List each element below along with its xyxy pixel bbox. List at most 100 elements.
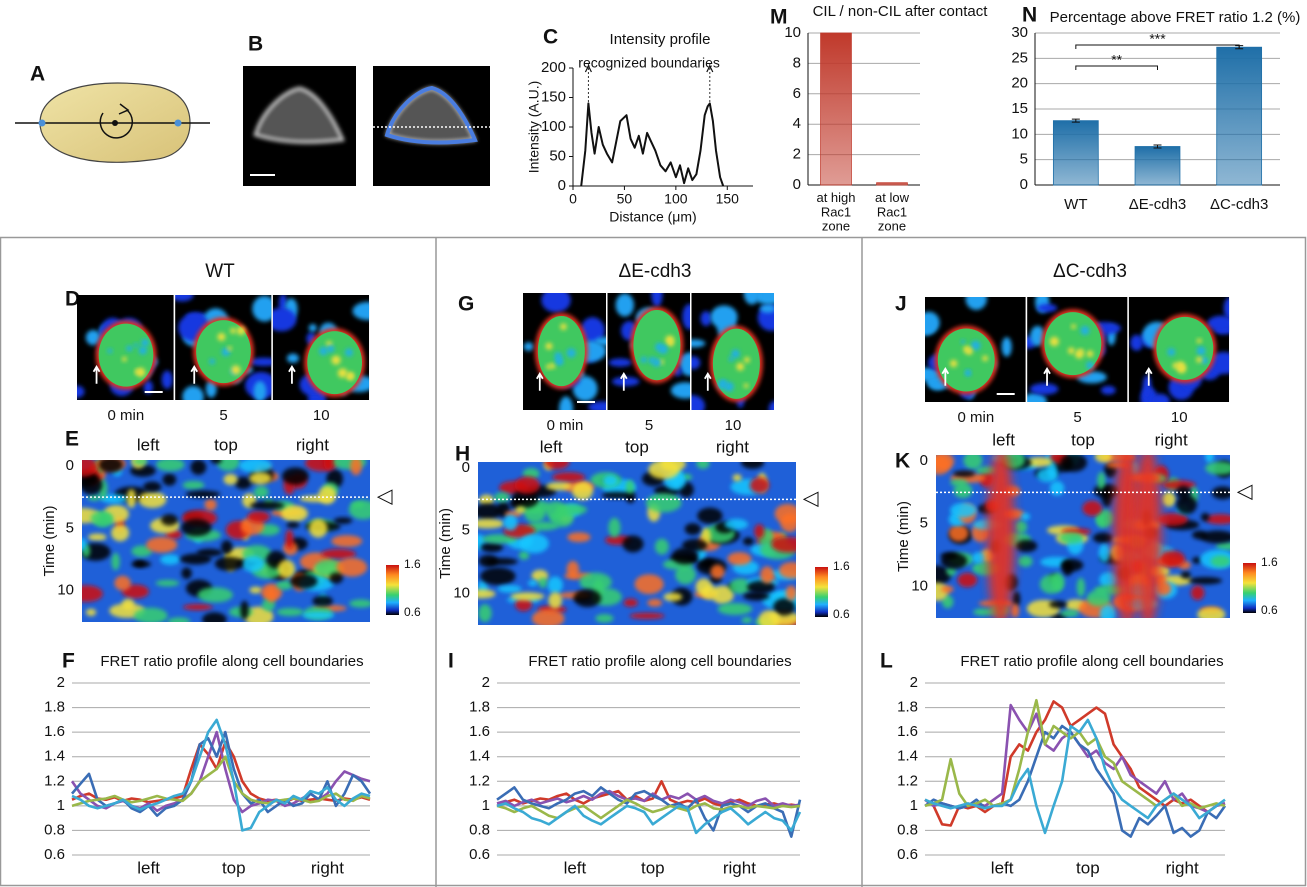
time-label: 0 min	[547, 417, 584, 434]
cell-speckle	[337, 368, 348, 378]
kymo-blob	[480, 542, 504, 553]
kymo-blob	[754, 524, 765, 539]
significance-bracket	[1075, 44, 1240, 49]
micrograph	[607, 293, 690, 410]
time-label: 10	[1171, 409, 1188, 426]
kymo-blob	[1095, 509, 1114, 528]
position-label: left	[992, 430, 1015, 449]
cell-speckle	[560, 323, 567, 330]
position-label: top	[1071, 430, 1095, 449]
cell-speckle	[326, 345, 335, 353]
cell-speckle	[126, 345, 133, 352]
noise-blob	[352, 301, 370, 321]
kymo-blob	[566, 560, 580, 578]
y-tick-label: 10	[784, 24, 801, 41]
time-tick-label: 10	[57, 582, 74, 599]
cell-speckle	[556, 358, 564, 366]
kymo-blob	[567, 532, 591, 543]
panel-frame	[0, 236, 1307, 887]
cell-speckle	[960, 339, 966, 344]
kymo-blob	[1015, 520, 1028, 534]
cell-speckle	[545, 342, 553, 350]
kymo-blob	[302, 611, 335, 619]
kymo-blob	[333, 517, 353, 524]
contact-marker	[802, 491, 819, 508]
time-tick-label: 10	[911, 577, 928, 594]
kymo-blob	[290, 573, 318, 589]
y-tick-label: 2	[910, 674, 918, 691]
kymo-blob	[514, 506, 526, 514]
micrograph	[691, 293, 774, 410]
chart-title: FRET ratio profile along cell boundaries	[528, 653, 791, 670]
kymo-blob	[710, 564, 725, 579]
noise-blob	[670, 382, 690, 399]
micrograph	[174, 295, 272, 400]
position-label: right	[716, 437, 749, 456]
noise-blob	[252, 295, 272, 322]
noise-blob	[1207, 315, 1230, 332]
kymo-blob	[1082, 500, 1103, 517]
kymo-blob	[179, 553, 212, 565]
kymo-blob	[538, 577, 548, 589]
significance-label: ***	[1149, 31, 1166, 47]
noise-blob	[143, 380, 153, 394]
noise-blob	[1130, 334, 1144, 351]
x-axis-label: Distance (μm)	[609, 209, 696, 225]
kymo-blob	[572, 481, 594, 501]
colorbar-label: 0.6	[1261, 603, 1278, 617]
kymo-blob	[266, 587, 277, 603]
cell-speckle	[1200, 356, 1209, 365]
x-tick-label: 50	[617, 191, 633, 207]
colorbar	[1243, 563, 1256, 613]
kymo-blob	[634, 574, 664, 595]
x-tick-label: right	[1166, 858, 1199, 877]
cell-speckle	[1078, 348, 1084, 354]
kymo-blob	[497, 585, 522, 593]
panel-letter: B	[248, 33, 263, 56]
time-tick-label: 5	[462, 522, 470, 539]
micrograph	[1026, 297, 1128, 402]
kymo-blob	[629, 612, 665, 620]
y-tick-label: 10	[1011, 125, 1028, 142]
position-label: top	[214, 435, 238, 454]
time-label: 0 min	[108, 407, 145, 424]
kymo-blob	[1197, 606, 1226, 618]
y-tick-label: 1.6	[44, 723, 65, 740]
y-tick-label: 2	[57, 674, 65, 691]
column-title: ΔE-cdh3	[619, 261, 692, 282]
boundary-point	[174, 119, 182, 127]
kymo-blob	[608, 517, 621, 538]
kymo-blob	[121, 598, 135, 610]
time-tick-label: 0	[462, 459, 470, 476]
time-tick-label: 10	[453, 584, 470, 601]
cell-speckle	[736, 362, 745, 371]
x-tick-label: right	[723, 858, 756, 877]
noise-blob	[272, 307, 297, 332]
cell-speckle	[640, 356, 647, 363]
kymo-blob	[1039, 574, 1063, 594]
noise-blob	[1223, 297, 1230, 320]
kymo-blob	[277, 559, 296, 579]
kymo-blob	[1097, 471, 1106, 490]
kymo-blob	[82, 460, 98, 477]
annotation-arrow	[706, 64, 714, 73]
kymo-blob	[138, 491, 167, 509]
position-label: right	[1155, 430, 1188, 449]
position-label: right	[296, 435, 329, 454]
colorbar-label: 0.6	[833, 607, 850, 621]
cell-body	[937, 328, 995, 392]
noise-blob	[1150, 393, 1170, 402]
data-line	[924, 718, 1226, 835]
cell-speckle	[718, 380, 727, 390]
noise-blob	[768, 400, 774, 410]
y-tick-label: 150	[541, 88, 566, 105]
time-label: 5	[645, 417, 653, 434]
kymo-blob	[514, 476, 540, 494]
kymo-blob	[963, 455, 983, 470]
y-tick-label: 0.6	[469, 846, 490, 863]
cell-speckle	[136, 367, 146, 377]
kymo-blob	[482, 534, 518, 544]
kymo-blob	[528, 580, 538, 587]
y-tick-label: 1.4	[44, 748, 65, 765]
panel-letter: J	[895, 293, 907, 316]
